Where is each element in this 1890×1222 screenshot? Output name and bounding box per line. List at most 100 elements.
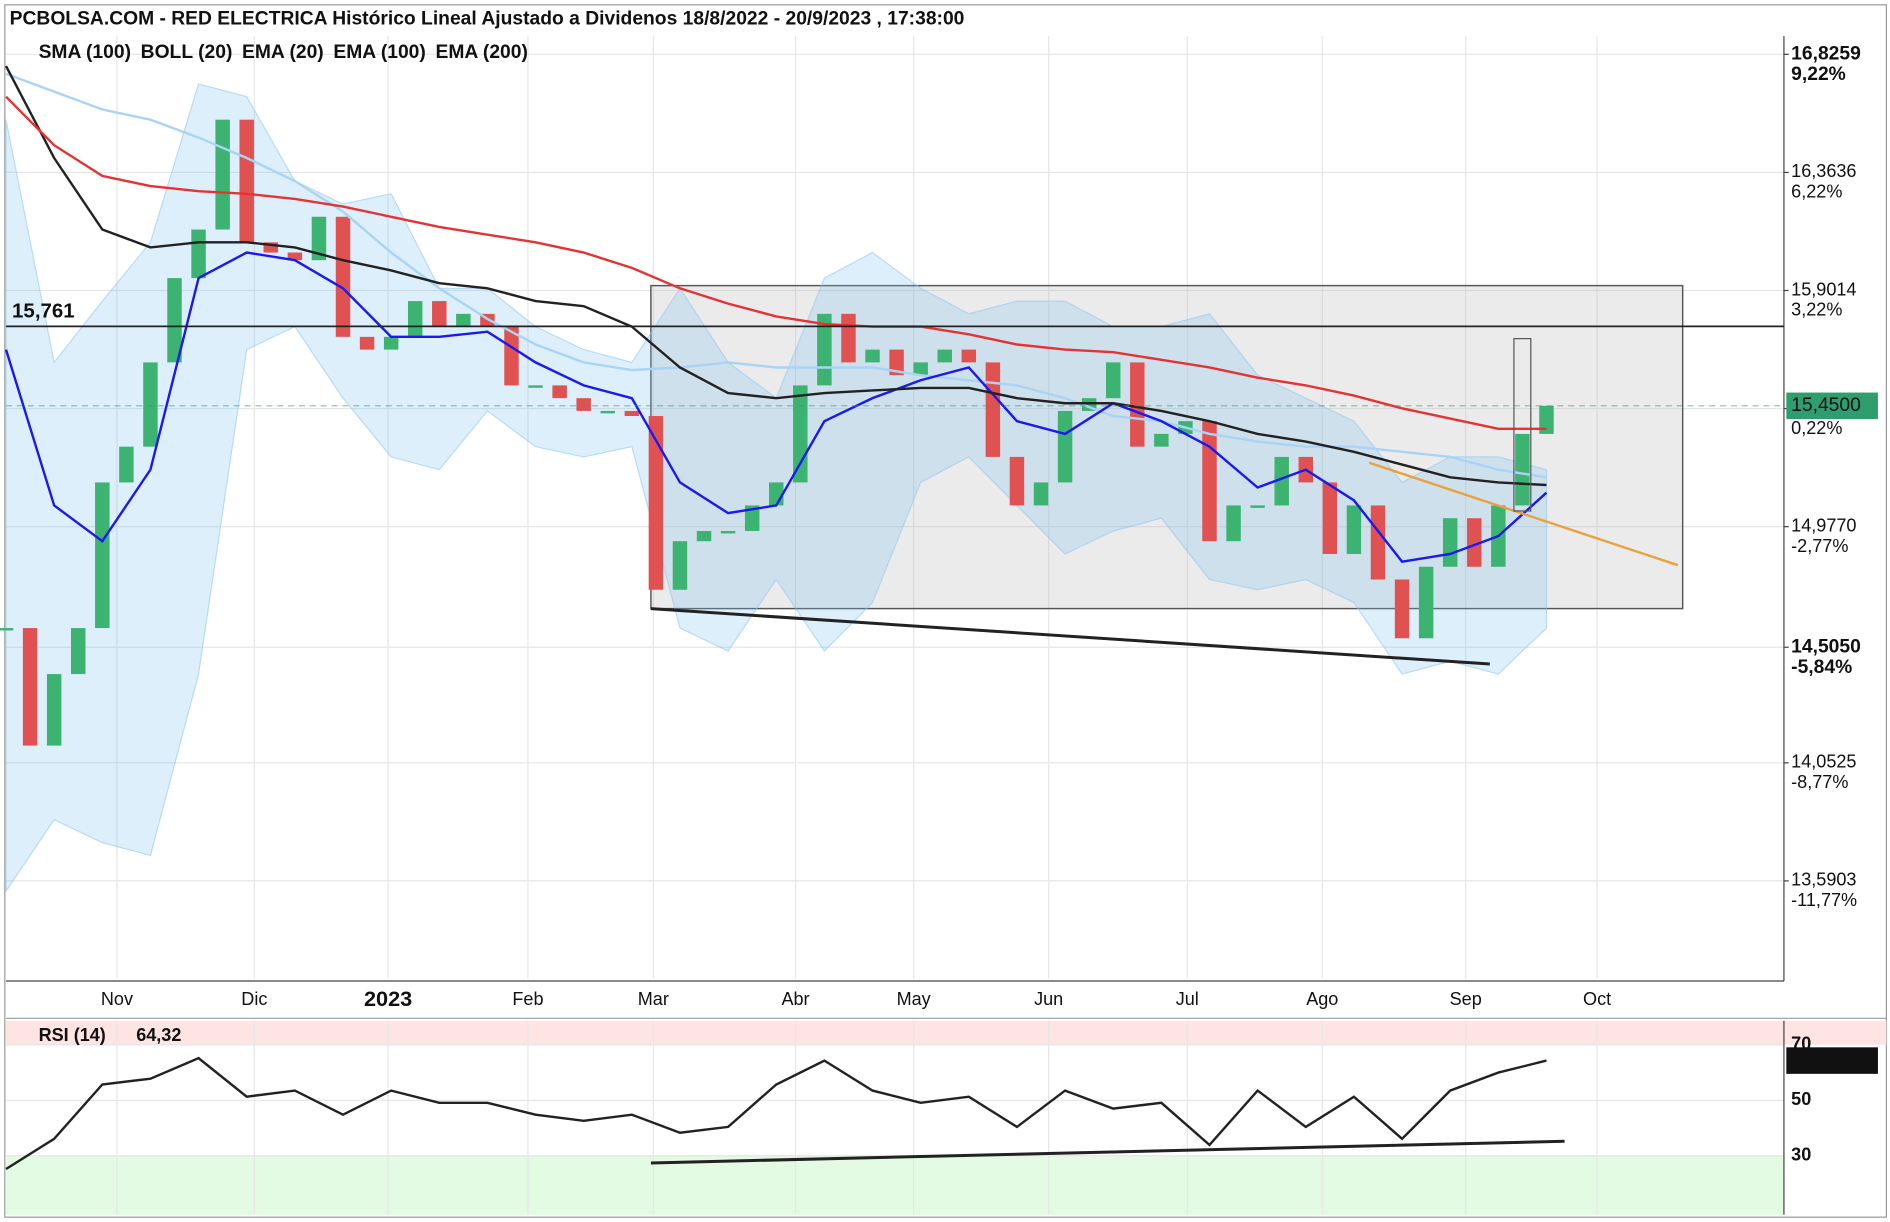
price-candle bbox=[71, 628, 86, 675]
x-tick-label: Jun bbox=[1034, 989, 1063, 1009]
price-candle bbox=[1515, 433, 1530, 506]
price-candle bbox=[0, 628, 14, 631]
price-candle bbox=[215, 119, 230, 230]
price-candle bbox=[744, 505, 760, 531]
price-candle bbox=[143, 362, 158, 447]
price-candle bbox=[793, 385, 808, 483]
price-candle bbox=[432, 301, 447, 327]
y-tick-change: 3,22% bbox=[1791, 300, 1842, 320]
legend-entry: EMA (100) bbox=[333, 42, 425, 63]
indicator-line bbox=[4, 65, 1547, 487]
price-candle bbox=[1274, 456, 1289, 506]
indicator-line bbox=[5, 95, 1547, 431]
price-candle bbox=[1394, 579, 1410, 639]
price-candle bbox=[239, 119, 254, 243]
y-tick-label: 16,8259 bbox=[1791, 43, 1861, 64]
y-tick-change: -11,77% bbox=[1791, 890, 1857, 910]
price-candle bbox=[407, 301, 423, 337]
indicator-line bbox=[4, 251, 1548, 563]
chart-title: PCBOLSA.COM - RED ELECTRICA Histórico Li… bbox=[10, 8, 965, 29]
price-candle bbox=[1033, 482, 1049, 506]
support-trendline bbox=[650, 607, 1490, 666]
x-tick-label: Nov bbox=[101, 989, 133, 1009]
price-candle bbox=[576, 398, 591, 411]
y-tick-label: 14,9770 bbox=[1791, 515, 1856, 535]
rsi-title: RSI (14) bbox=[39, 1025, 106, 1045]
x-tick-label: Jul bbox=[1176, 989, 1199, 1009]
price-candle bbox=[119, 446, 134, 483]
price-candle bbox=[600, 410, 615, 414]
last-price-box bbox=[1786, 392, 1878, 420]
price-candle bbox=[191, 229, 206, 279]
x-tick-label: Abr bbox=[781, 989, 809, 1009]
y-tick-change: 9,22% bbox=[1791, 64, 1846, 85]
price-candle bbox=[1105, 362, 1121, 399]
rsi-last-box bbox=[1786, 1047, 1878, 1074]
x-tick-label: Dic bbox=[241, 989, 267, 1009]
price-candle bbox=[1057, 410, 1073, 483]
price-candle bbox=[1202, 421, 1217, 542]
price-candle bbox=[1370, 505, 1386, 580]
y-tick-label: 15,9014 bbox=[1791, 279, 1856, 299]
price-candle bbox=[1009, 456, 1025, 506]
price-candle bbox=[528, 385, 543, 388]
price-candle bbox=[552, 385, 567, 399]
legend-entry: EMA (200) bbox=[435, 42, 527, 63]
price-candle bbox=[720, 530, 736, 534]
price-candle bbox=[696, 530, 712, 542]
rsi-last-label: 64,327 bbox=[1791, 1050, 1850, 1071]
price-candle bbox=[1250, 505, 1265, 508]
price-candle bbox=[263, 242, 279, 253]
price-candle bbox=[1418, 566, 1434, 639]
rsi-trendline bbox=[650, 1139, 1565, 1165]
price-candle bbox=[359, 336, 375, 350]
price-candle bbox=[95, 482, 110, 629]
legend-entry: EMA (20) bbox=[242, 42, 324, 63]
y-tick-label: 14,5050 bbox=[1791, 636, 1861, 657]
price-candle bbox=[648, 416, 664, 590]
frame bbox=[4, 4, 1887, 1218]
price-candle bbox=[769, 482, 784, 506]
x-tick-label: 2023 bbox=[364, 986, 412, 1011]
price-candle bbox=[841, 313, 856, 363]
overbought-zone bbox=[6, 1020, 1887, 1045]
x-tick-label: Feb bbox=[512, 989, 543, 1009]
price-candle bbox=[1346, 505, 1362, 554]
grid bbox=[6, 36, 1887, 1215]
rsi-tick-label: 30 bbox=[1791, 1144, 1811, 1164]
y-tick-label: 16,3636 bbox=[1791, 161, 1856, 181]
legend-entry: BOLL (20) bbox=[141, 42, 233, 63]
price-candle bbox=[46, 674, 62, 746]
price-candle bbox=[1442, 518, 1458, 567]
price-candle bbox=[456, 313, 471, 327]
price-candle bbox=[1539, 405, 1554, 434]
x-tick-label: Oct bbox=[1583, 989, 1611, 1009]
y-tick-label: 14,0525 bbox=[1791, 752, 1856, 772]
x-tick-label: May bbox=[897, 989, 931, 1009]
price-candle bbox=[311, 216, 327, 261]
y-tick-change: 6,22% bbox=[1791, 182, 1842, 202]
price-candle bbox=[1226, 505, 1241, 542]
x-tick-label: Sep bbox=[1450, 989, 1482, 1009]
price-candle bbox=[865, 349, 880, 363]
rsi-tick-label: 50 bbox=[1791, 1089, 1811, 1109]
price-candle bbox=[1154, 433, 1169, 447]
price-candle bbox=[1322, 482, 1338, 554]
price-candle bbox=[1130, 362, 1145, 447]
y-tick-label: 13,5903 bbox=[1791, 870, 1856, 890]
price-candle bbox=[167, 278, 182, 363]
price-candle bbox=[937, 349, 952, 363]
small-box bbox=[1513, 338, 1532, 512]
y-tick-change: -8,77% bbox=[1791, 772, 1848, 792]
indicator-line bbox=[5, 72, 1547, 479]
oversold-zone bbox=[6, 1155, 1784, 1215]
price-candle bbox=[504, 326, 519, 386]
price-candle bbox=[22, 628, 38, 746]
price-candle bbox=[913, 362, 928, 376]
x-tick-label: Ago bbox=[1306, 989, 1338, 1009]
price-candle bbox=[624, 410, 640, 417]
level-label: 15,761 bbox=[12, 299, 75, 322]
y-tick-change: 0,22% bbox=[1791, 418, 1842, 438]
y-tick-change: -5,84% bbox=[1791, 657, 1852, 678]
